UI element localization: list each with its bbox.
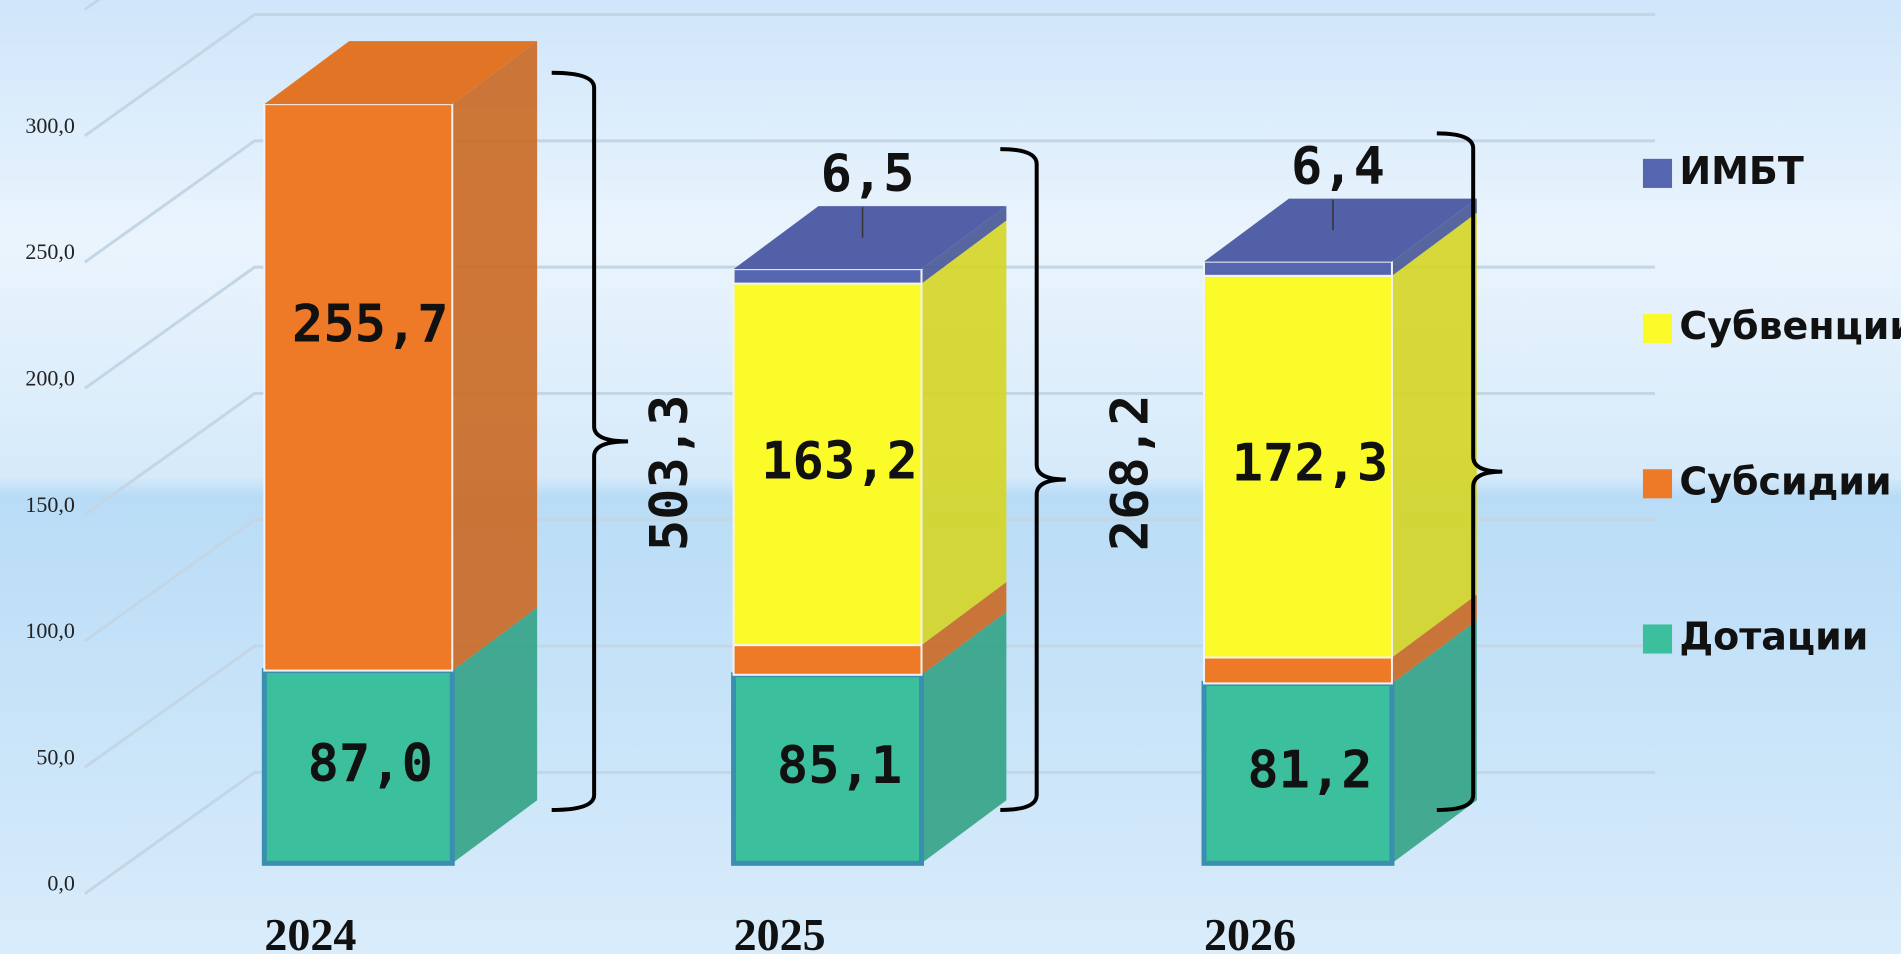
bar-front [732,282,923,647]
bar-side [921,611,1007,864]
grid-line [84,139,1656,264]
grid-line [84,518,1656,643]
bar-side [1391,594,1477,684]
bar-side [452,607,538,864]
grid-line [84,644,1656,769]
y-tick-label: 250,0 [25,239,75,264]
legend-label: ИМБТ [1679,149,1804,193]
annotation: 268,2 [1101,395,1161,552]
annotation: 503,3 [640,395,700,552]
bar-front [732,644,923,676]
y-tick-label: 0,0 [47,871,75,896]
legend-swatch [1642,314,1673,344]
bar-top [1204,198,1477,262]
bar-side [921,206,1007,284]
y-tick-label: 50,0 [36,744,75,769]
bar-front [1201,680,1395,866]
value-label: 87,0 [308,734,433,794]
x-tick-label: 2025 [734,909,826,954]
value-label: 6,4 [1291,137,1385,197]
bar-front [263,103,454,672]
bar-segment [1203,198,1477,277]
y-tick-label: 150,0 [25,492,75,517]
grid-line [84,770,1656,895]
value-label: 163,2 [761,431,918,491]
bar-segment [1201,620,1477,866]
x-tick-label: 2024 [264,909,356,954]
legend-swatch [1642,624,1673,654]
value-label: 172,3 [1232,434,1389,494]
bar-front [1203,656,1393,685]
bar-front [1203,260,1393,277]
bar-segment [731,611,1007,866]
value-label: 255,7 [292,294,449,354]
value-label: 81,2 [1247,740,1372,800]
bar-side [921,582,1007,675]
y-tick-label: 100,0 [25,618,75,643]
bar-segment [1203,594,1477,685]
wall-top [84,0,101,11]
bar-segment [732,206,1007,285]
bar-side [1391,212,1477,658]
bar-side [452,41,538,671]
value-label: 6,5 [821,144,915,204]
brace [1000,147,1066,812]
bar-side [1391,198,1477,276]
y-tick-label: 300,0 [25,113,75,138]
legend-label: Субсидии [1679,459,1891,503]
grid-line [84,265,1656,390]
grid-line [84,391,1656,516]
bar-segment [732,582,1007,676]
bar-side [921,220,1007,646]
legend-label: Дотации [1679,614,1868,658]
legend-label: Субвенции [1679,304,1901,348]
value-label: 85,1 [777,736,902,796]
bar-top [733,206,1007,270]
brace [551,70,629,812]
grid-line [84,13,1656,138]
legend-swatch [1642,469,1673,499]
bar-segment [263,41,538,672]
bar-front [1203,274,1393,659]
bar-top [264,41,538,105]
y-tick-label: 200,0 [25,365,75,390]
legend-swatch [1642,158,1673,188]
bar-front [732,268,923,285]
bar-segment [732,220,1007,647]
x-tick-label: 2026 [1204,909,1296,954]
bar-side [1391,620,1477,864]
bar-segment [1203,212,1477,659]
